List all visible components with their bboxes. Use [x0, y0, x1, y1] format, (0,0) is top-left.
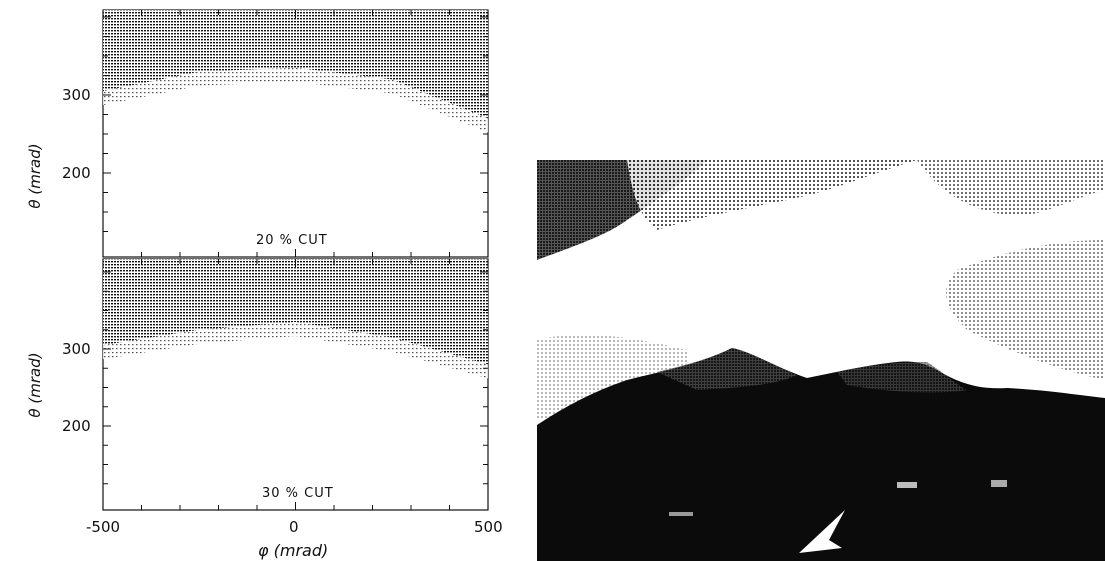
top-ytick-300: 300	[62, 86, 91, 104]
xtick-minus-500: -500	[86, 518, 120, 536]
top-panel: 300 200 θ (mrad) 20 % CUT	[26, 9, 489, 258]
top-panel-sparse-edge	[103, 67, 488, 133]
mountain-ridge-highlight	[657, 348, 797, 390]
xtick-0: 0	[289, 518, 299, 536]
top-panel-shaded-region	[103, 10, 488, 119]
grey-cloud-top-right	[917, 160, 1105, 216]
bottom-panel-shaded-region	[103, 259, 488, 365]
xtick-500: 500	[474, 518, 503, 536]
top-ylabel: θ (mrad)	[26, 143, 44, 208]
bottom-panel-sparse-edge	[103, 322, 488, 379]
light-cluster-1	[897, 482, 917, 488]
light-cluster-2	[991, 480, 1007, 487]
bottom-panel: 300 200 θ (mrad) 30 % CUT -500 0 500 φ (…	[26, 258, 503, 560]
angular-distribution-figure: 300 200 θ (mrad) 20 % CUT 300 200 θ (mra…	[26, 9, 503, 560]
bottom-panel-ticks	[102, 259, 489, 510]
mountain-silhouette	[537, 348, 1105, 561]
top-panel-ticks	[102, 10, 489, 257]
bottom-ytick-300: 300	[62, 340, 91, 358]
bottom-cut-label: 30 % CUT	[262, 486, 334, 501]
top-ytick-200: 200	[62, 164, 91, 182]
bottom-ytick-200: 200	[62, 417, 91, 435]
grey-cloud-top	[627, 160, 917, 230]
arrow-icon	[799, 510, 845, 553]
light-cluster-3	[669, 512, 693, 516]
cloud-right	[946, 240, 1105, 380]
x-axis-label: φ (mrad)	[258, 541, 328, 560]
top-cut-label: 20 % CUT	[256, 233, 328, 248]
bottom-ylabel: θ (mrad)	[26, 352, 44, 417]
mountain-ridge-highlight-2	[837, 362, 967, 393]
mountain-landscape-photo	[537, 160, 1105, 561]
